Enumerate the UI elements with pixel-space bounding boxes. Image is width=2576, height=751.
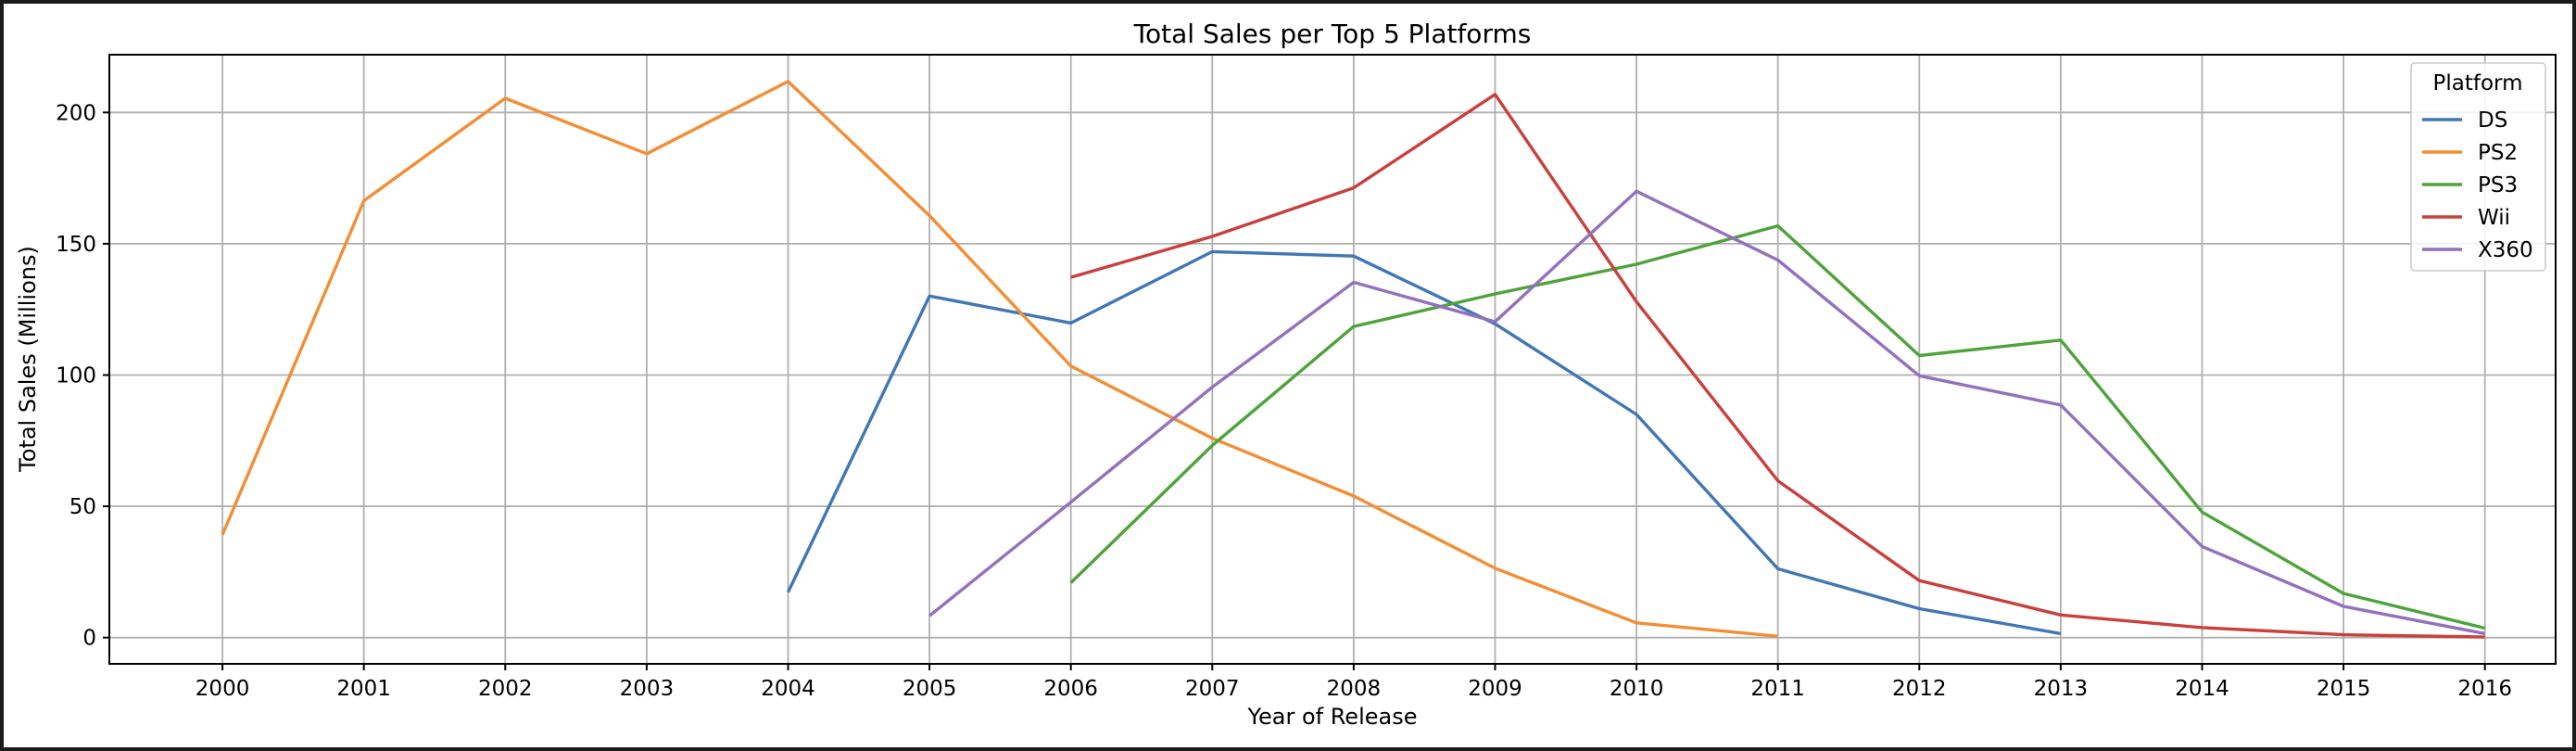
series-line-x360 [928,189,2486,636]
x-tick-label: 2012 [1892,677,1947,701]
legend-title: Platform [2433,71,2523,95]
x-tick-label: 2011 [1750,677,1805,701]
legend-label-x360: X360 [2478,238,2533,262]
x-tick-label: 2002 [478,677,533,701]
legend-label-wii: Wii [2478,206,2510,230]
series-line-ps2 [221,80,1778,638]
x-tick-label: 2008 [1327,677,1382,701]
line-chart: Total Sales per Top 5 Platforms 2000 2001… [15,19,2557,730]
series-line-ds [786,249,2062,636]
chart-title: Total Sales per Top 5 Platforms [1133,19,1532,49]
x-tick-label: 2000 [196,677,250,701]
legend-label-ds: DS [2478,108,2507,133]
series-line-wii [1070,93,2485,639]
series-line-ps3 [1069,223,2486,630]
plot-area-frame [108,54,2557,665]
y-tick-label: 100 [56,363,96,388]
y-axis: 0 50 100 150 200 [56,101,109,651]
legend-box [2410,62,2546,272]
y-tick-label: 150 [56,233,96,257]
legend: Platform DS PS2 PS3 Wii X360 [2410,62,2546,272]
y-axis-label: Total Sales (Millions) [15,246,41,473]
y-tick-label: 200 [56,101,96,125]
x-tick-label: 2010 [1610,677,1664,701]
x-tick-label: 2006 [1043,677,1098,701]
legend-label-ps3: PS3 [2478,173,2518,197]
x-tick-label: 2015 [2317,677,2371,701]
legend-items: DS PS2 PS3 Wii X360 [2422,108,2533,262]
x-tick-label: 2016 [2457,677,2512,701]
series-group [221,80,2486,639]
x-axis-label: Year of Release [1247,704,1418,730]
x-tick-label: 2013 [2034,677,2089,701]
x-tick-label: 2007 [1185,677,1240,701]
x-tick-label: 2004 [761,677,815,701]
x-tick-label: 2003 [620,677,675,701]
x-axis: 2000 2001 2002 2003 2004 2005 2006 2007 2008 2009… [196,664,2512,701]
x-tick-label: 2005 [903,677,957,701]
x-tick-label: 2014 [2175,677,2229,701]
x-tick-label: 2009 [1468,677,1522,701]
grid [109,55,2556,664]
legend-label-ps2: PS2 [2478,141,2518,165]
y-tick-label: 0 [82,627,96,651]
y-tick-label: 50 [69,495,96,519]
x-tick-label: 2001 [336,677,391,701]
